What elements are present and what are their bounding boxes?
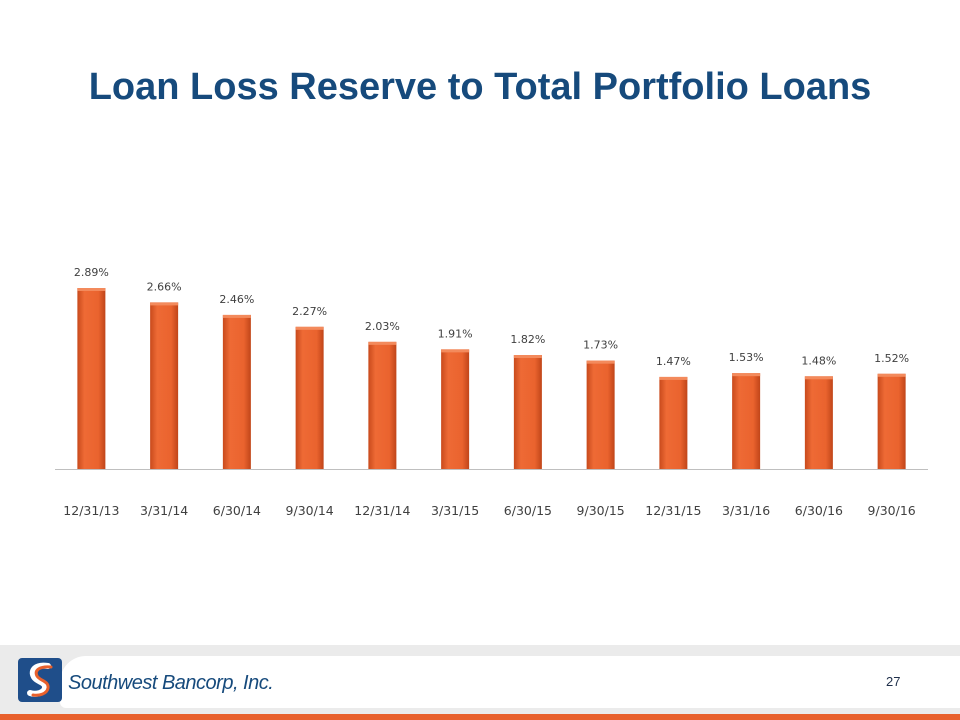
category-label-12/31/13: 12/31/13 bbox=[63, 503, 119, 518]
bar-cap-3/31/14 bbox=[150, 302, 179, 306]
category-label-9/30/16: 9/30/16 bbox=[868, 503, 916, 518]
bar-6/30/16 bbox=[804, 376, 833, 469]
bar-3/31/14 bbox=[150, 302, 179, 469]
bar-3/31/16 bbox=[732, 373, 761, 469]
value-label-9/30/15: 1.73% bbox=[583, 339, 618, 352]
category-label-3/31/16: 3/31/16 bbox=[722, 503, 770, 518]
category-label-3/31/15: 3/31/15 bbox=[431, 503, 479, 518]
page-number: 27 bbox=[886, 674, 901, 689]
value-label-6/30/14: 2.46% bbox=[219, 293, 254, 306]
company-name: Southwest Bancorp, Inc. bbox=[68, 672, 274, 694]
bar-cap-12/31/15 bbox=[659, 376, 688, 380]
bar-12/31/14 bbox=[368, 341, 397, 469]
bar-chart: 2.89% 2.66% 2.46% 2.27% 2.03% 1.91% 1.82% 1.73%… bbox=[55, 266, 928, 518]
footer: Southwest Bancorp, Inc. 27 bbox=[0, 645, 960, 720]
value-label-3/31/15: 1.91% bbox=[438, 327, 473, 340]
bar-cap-9/30/15 bbox=[586, 360, 615, 364]
category-label-6/30/14: 6/30/14 bbox=[213, 503, 261, 518]
bar-cap-9/30/14 bbox=[295, 326, 324, 330]
bar-6/30/15 bbox=[513, 355, 542, 469]
value-label-12/31/15: 1.47% bbox=[656, 355, 691, 368]
category-label-6/30/16: 6/30/16 bbox=[795, 503, 843, 518]
value-label-9/30/14: 2.27% bbox=[292, 305, 327, 318]
bar-cap-12/31/14 bbox=[368, 341, 397, 345]
bar-12/31/13 bbox=[77, 288, 106, 469]
bar-3/31/15 bbox=[441, 349, 470, 469]
value-label-6/30/16: 1.48% bbox=[801, 354, 836, 367]
bar-cap-9/30/16 bbox=[877, 373, 906, 377]
value-label-12/31/13: 2.89% bbox=[74, 266, 109, 279]
bar-cap-6/30/16 bbox=[804, 376, 833, 380]
value-label-9/30/16: 1.52% bbox=[874, 352, 909, 365]
value-label-6/30/15: 1.82% bbox=[510, 333, 545, 346]
bar-cap-3/31/15 bbox=[441, 349, 470, 353]
bar-cap-6/30/15 bbox=[513, 355, 542, 359]
bar-6/30/14 bbox=[222, 314, 251, 469]
southwest-bancorp-logo-icon bbox=[18, 658, 62, 702]
footer-band bbox=[60, 656, 960, 708]
bar-9/30/15 bbox=[586, 360, 615, 469]
category-label-12/31/15: 12/31/15 bbox=[645, 503, 701, 518]
value-label-12/31/14: 2.03% bbox=[365, 320, 400, 333]
category-label-9/30/14: 9/30/14 bbox=[286, 503, 334, 518]
slide-title: Loan Loss Reserve to Total Portfolio Loa… bbox=[88, 66, 872, 108]
category-label-9/30/15: 9/30/15 bbox=[577, 503, 625, 518]
footer-accent-bar bbox=[0, 714, 960, 720]
bar-9/30/14 bbox=[295, 326, 324, 469]
category-label-12/31/14: 12/31/14 bbox=[354, 503, 410, 518]
value-label-3/31/14: 2.66% bbox=[147, 280, 182, 293]
bar-12/31/15 bbox=[659, 376, 688, 469]
bar-cap-12/31/13 bbox=[77, 288, 106, 291]
bar-cap-6/30/14 bbox=[222, 314, 251, 318]
bar-9/30/16 bbox=[877, 373, 906, 469]
bar-cap-3/31/16 bbox=[732, 373, 761, 377]
value-label-3/31/16: 1.53% bbox=[729, 351, 764, 364]
category-label-6/30/15: 6/30/15 bbox=[504, 503, 552, 518]
category-label-3/31/14: 3/31/14 bbox=[140, 503, 188, 518]
